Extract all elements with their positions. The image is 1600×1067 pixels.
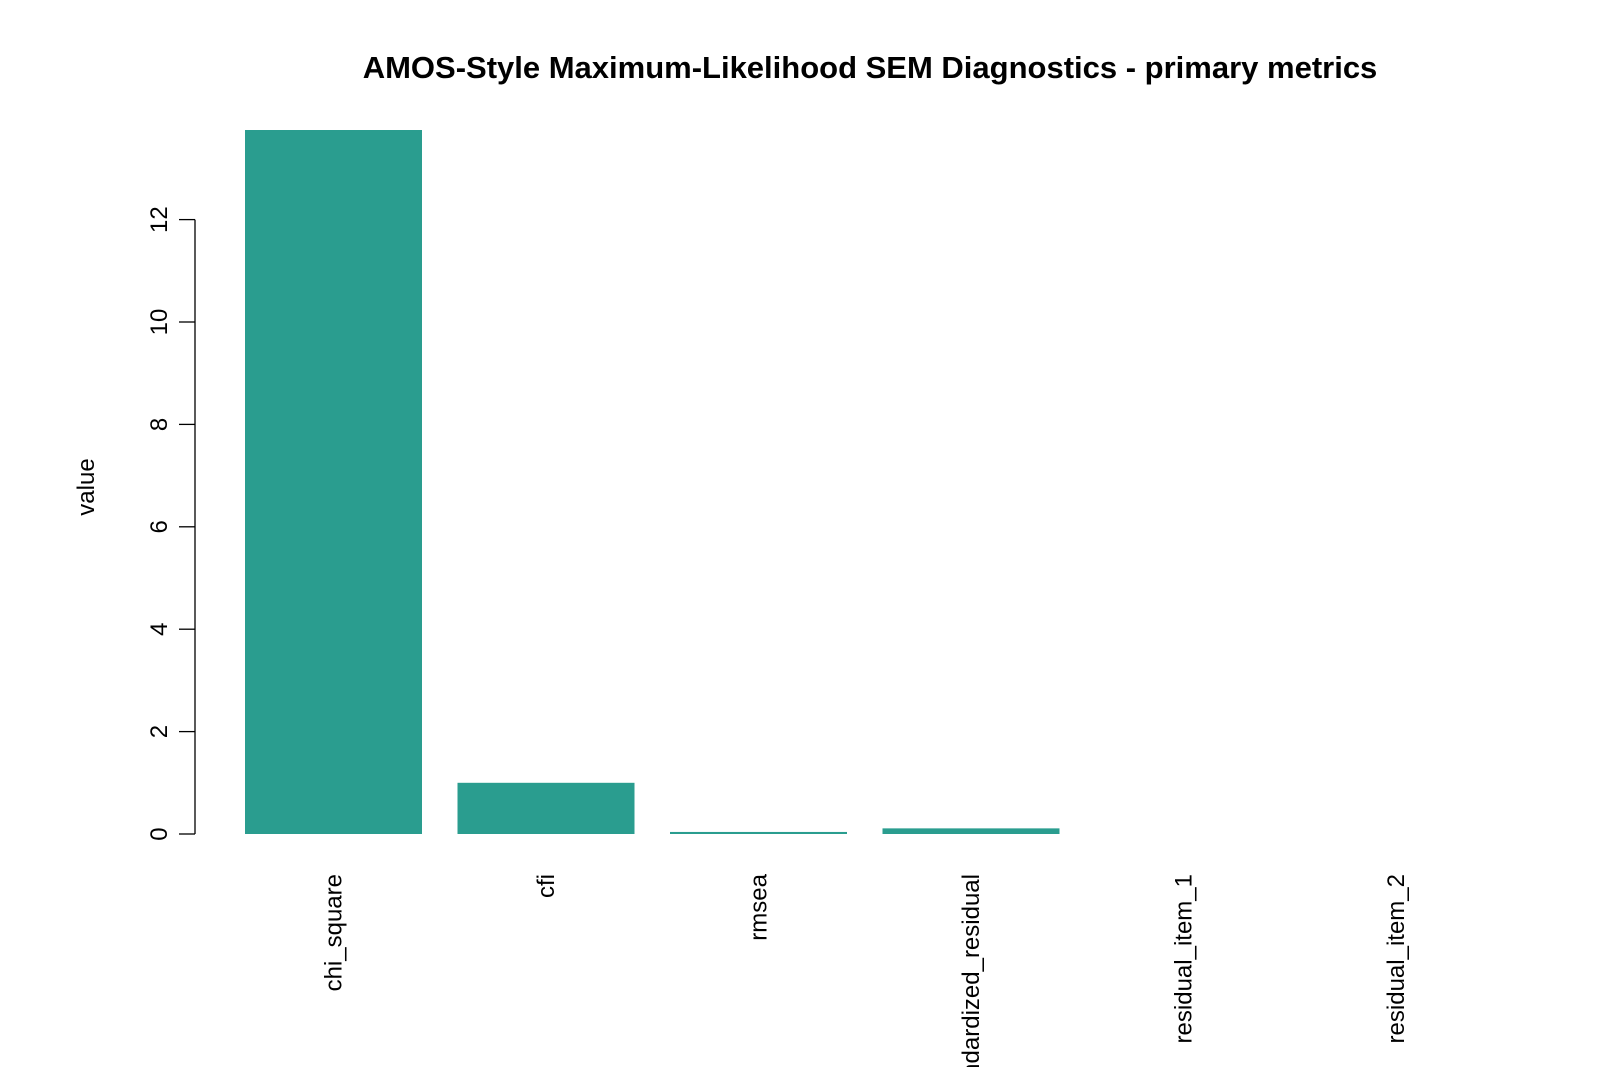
bar-standardized-residual <box>882 828 1060 834</box>
x-tick-label: residual_item_1 <box>1171 874 1198 1043</box>
y-tick-label: 10 <box>146 309 173 336</box>
x-tick-label: chi_square <box>321 874 348 991</box>
y-tick-label: 4 <box>146 623 173 636</box>
y-tick-label: 8 <box>146 418 173 431</box>
bar-chi-square <box>245 130 422 834</box>
x-tick-label: cfi <box>533 874 560 898</box>
bar-rmsea <box>670 831 847 834</box>
x-axis-labels: chi_square cfi rmsea standardized_residual r… <box>321 873 1411 1067</box>
y-axis: 0 2 4 6 8 10 12 <box>146 206 196 841</box>
y-axis-label: value <box>73 458 100 515</box>
bar-cfi <box>457 782 635 834</box>
y-tick-label: 6 <box>146 520 173 533</box>
x-tick-label: residual_item_2 <box>1383 874 1410 1043</box>
bars-group <box>245 130 1060 834</box>
chart-title: AMOS-Style Maximum-Likelihood SEM Diagno… <box>363 50 1378 85</box>
y-tick-label: 2 <box>146 725 173 738</box>
x-tick-label: rmsea <box>746 873 773 940</box>
y-tick-label: 12 <box>146 206 173 233</box>
y-tick-label: 0 <box>146 827 173 840</box>
x-tick-label: standardized_residual <box>958 874 985 1067</box>
